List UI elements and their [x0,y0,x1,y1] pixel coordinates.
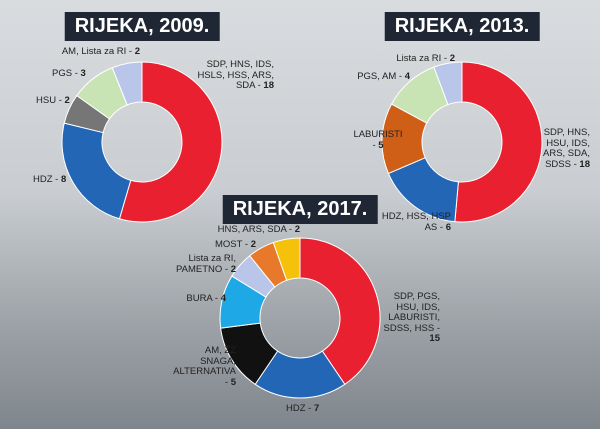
segment-label: HNS, ARS, SDA - 2 [205,224,300,236]
label-name: AM, ŽZ SNAGA, ALTERNATIVA - [173,345,236,388]
label-value: 18 [263,80,274,91]
chart-title: RIJEKA, 2009. [64,12,220,41]
chart-title: RIJEKA, 2013. [384,12,540,41]
label-value: 2 [294,224,300,235]
label-name: HSU - [36,95,62,106]
label-name: HDZ - [286,403,312,414]
segment-label: MOST - 2 [200,239,256,251]
label-name: Lista za RI, PAMETNO - [175,253,236,275]
label-name: PGS - [52,68,78,79]
label-value: 8 [60,174,67,185]
label-value: 18 [579,158,590,170]
segment-label: SDP, PGS, HSU, IDS, LABURISTI, SDSS, HSS… [378,291,441,345]
label-name: BURA - [186,293,219,304]
label-value: 4 [220,293,226,304]
label-value: 6 [445,221,451,233]
segment-label: HSU - 2 [36,95,76,107]
segment-label: Lista za RI, PAMETNO - 2 [160,253,236,275]
label-value: 7 [313,403,320,414]
label-value: 2 [134,46,140,57]
donut-segment [454,61,543,223]
label-value: 4 [404,71,410,82]
donut-segment [299,237,381,385]
chart-title: RIJEKA, 2017. [222,195,378,224]
segment-label: PGS - 3 [52,68,92,80]
segment-label: PGS, AM - 4 [340,71,410,83]
label-name: LABURISTI - [353,129,403,151]
segment-label: HDZ, HSS, HSP AS - 6 [375,211,451,233]
segment-label: Lista za RI - 2 [380,53,455,65]
label-value: 2 [449,53,455,64]
label-name: HDZ - [33,174,59,185]
label-value: 2 [64,95,70,106]
segment-label: AM, Lista za RI - 2 [40,46,140,58]
donut-segment [272,237,301,281]
segment-label: SDP, HNS, IDS, HSLS, HSS, ARS, SDA - 18 [192,59,274,92]
label-value: 5 [230,376,236,388]
label-name: SDP, PGS, HSU, IDS, LABURISTI, SDSS, HSS… [383,291,441,334]
label-name: AM, Lista za RI - [61,46,133,57]
label-name: HDZ, HSS, HSP AS - [381,211,451,233]
segment-label: BURA - 4 [176,293,226,305]
donut-segment [118,61,223,223]
segment-label: LABURISTI - 5 [352,129,404,151]
label-value: 15 [429,333,440,344]
donut-segment [433,61,463,106]
label-value: 2 [250,239,256,250]
label-name: PGS, AM - [357,71,403,82]
label-name: SDP, HNS, IDS, HSLS, HSS, ARS, SDA - [197,59,274,91]
segment-label: HDZ - 7 [286,403,326,415]
segment-label: AM, ŽZ SNAGA, ALTERNATIVA - 5 [168,345,236,388]
label-value: 2 [230,263,236,275]
label-name: Lista za RI - [396,53,448,64]
label-name: SDP, HNS, HSU, IDS, ARS, SDA, SDSS - [543,127,590,170]
label-value: 5 [378,139,384,151]
donut-segment [61,122,132,220]
segment-label: SDP, HNS, HSU, IDS, ARS, SDA, SDSS - 18 [528,127,590,170]
label-name: HNS, ARS, SDA - [217,224,293,235]
label-name: MOST - [214,239,249,250]
donut-segment [111,61,143,106]
segment-label: HDZ - 8 [33,174,73,186]
label-value: 3 [80,68,86,79]
